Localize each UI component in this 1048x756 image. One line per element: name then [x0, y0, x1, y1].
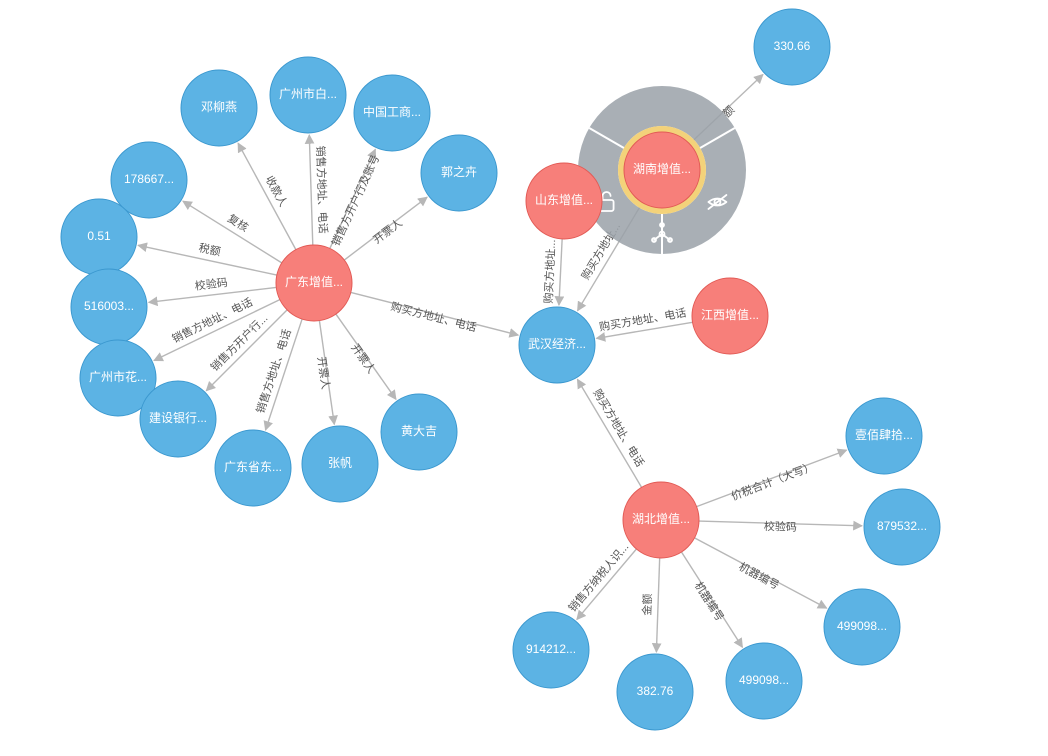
- graph-node[interactable]: 广州市白...: [270, 57, 346, 133]
- edge-label: 购买方地址...: [541, 239, 558, 304]
- edge: [577, 379, 641, 487]
- edge-label: 金额: [640, 593, 655, 615]
- graph-node[interactable]: 499098...: [726, 643, 802, 719]
- edge-label: 销售方地址、电话: [253, 327, 294, 415]
- edge-label: 税额: [198, 240, 222, 258]
- edge-label: 购买方地址、电话: [590, 386, 647, 469]
- edge: [238, 143, 296, 249]
- graph-node[interactable]: 879532...: [864, 489, 940, 565]
- edge-label: 销售方地址、电话: [314, 145, 331, 233]
- edge-label: 开票人: [371, 216, 405, 246]
- edge-label: 校验码: [764, 519, 797, 534]
- graph-node[interactable]: 914212...: [513, 612, 589, 688]
- graph-node[interactable]: 山东增值...: [526, 163, 602, 239]
- edge: [559, 239, 562, 305]
- graph-node[interactable]: 湖南增值...: [624, 132, 700, 208]
- edge-label: 收款人: [263, 173, 291, 209]
- edge: [309, 135, 313, 245]
- graph-node[interactable]: 广东增值...: [276, 245, 352, 321]
- graph-node[interactable]: 中国工商...: [354, 75, 430, 151]
- graph-node[interactable]: 330.66: [754, 9, 830, 85]
- graph-node[interactable]: 499098...: [824, 589, 900, 665]
- edge-label: 开票人: [348, 341, 378, 375]
- graph-node[interactable]: 江西增值...: [692, 278, 768, 354]
- graph-node[interactable]: 广东省东...: [215, 430, 291, 506]
- edge-label: 校验码: [194, 275, 228, 293]
- graph-node[interactable]: 壹佰肆拾...: [846, 398, 922, 474]
- edge-label: 机器编号: [692, 579, 728, 624]
- edge-label: 复核: [225, 211, 251, 235]
- graph-node[interactable]: 湖北增值...: [623, 482, 699, 558]
- graph-node[interactable]: 黄大吉: [381, 394, 457, 470]
- edge-label: 购买方地址、电话: [598, 305, 687, 333]
- graph-node[interactable]: 0.51: [61, 199, 137, 275]
- edge-label: 机器编号: [736, 559, 781, 592]
- edge-label: 开票人: [315, 356, 333, 391]
- graph-node[interactable]: 张帆: [302, 426, 378, 502]
- graph-node[interactable]: 516003...: [71, 269, 147, 345]
- network-graph: 收款人销售方地址、电话销售方开户行及账号开票人复核税额校验码销售方地址、电话销售…: [0, 0, 1048, 756]
- graph-node[interactable]: 郭之卉: [421, 135, 497, 211]
- edge-label: 购买方地址、电话: [389, 299, 478, 334]
- graph-node[interactable]: 382.76: [617, 654, 693, 730]
- edge-label: 价税合计（大写）: [729, 459, 816, 503]
- graph-node[interactable]: 邓柳燕: [181, 70, 257, 146]
- edges-layer: 收款人销售方地址、电话销售方开户行及账号开票人复核税额校验码销售方地址、电话销售…: [138, 74, 862, 652]
- edge: [656, 558, 659, 652]
- edge-label: 销售方纳税人识...: [565, 540, 631, 615]
- graph-node[interactable]: 建设银行...: [140, 381, 216, 457]
- graph-node[interactable]: 武汉经济...: [519, 307, 595, 383]
- nodes-layer: 广东增值... 武汉经济... 湖南增值... 山东增值... 江西增值... 湖北增值.…: [61, 9, 940, 730]
